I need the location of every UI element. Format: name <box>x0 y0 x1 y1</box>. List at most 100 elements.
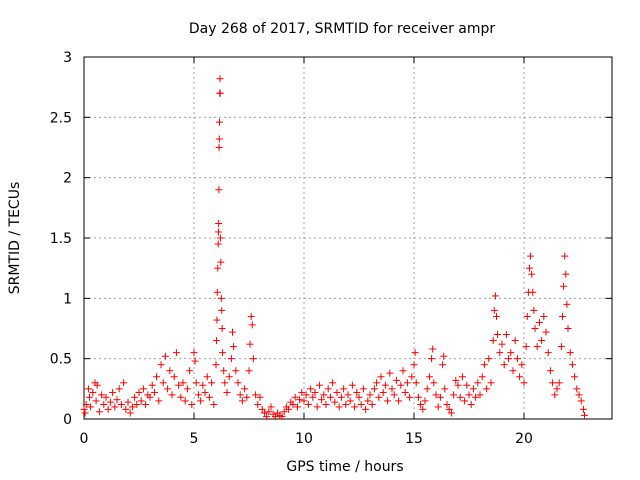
data-point <box>502 331 510 339</box>
data-point <box>518 361 526 369</box>
data-point <box>309 393 317 401</box>
data-point <box>447 409 455 417</box>
data-point <box>168 391 176 399</box>
data-point <box>530 306 538 314</box>
data-point <box>395 397 403 405</box>
x-axis-label: GPS time / hours <box>286 459 403 475</box>
x-tick-label: 15 <box>405 431 423 447</box>
x-tick-label: 10 <box>295 431 313 447</box>
data-point <box>230 343 238 351</box>
data-point <box>348 381 356 389</box>
data-point <box>84 385 92 393</box>
data-point <box>490 306 498 314</box>
data-point <box>216 89 224 97</box>
data-point <box>430 379 438 387</box>
data-point <box>379 388 387 396</box>
data-point <box>236 391 244 399</box>
data-point <box>197 397 205 405</box>
data-points <box>80 75 588 421</box>
data-point <box>474 379 482 387</box>
data-point <box>560 282 568 290</box>
data-point <box>522 343 530 351</box>
data-point <box>225 373 233 381</box>
data-point <box>564 325 572 332</box>
data-point <box>183 385 191 393</box>
data-point <box>403 379 411 387</box>
data-point <box>192 379 200 387</box>
data-point <box>258 405 266 413</box>
data-point <box>104 405 112 413</box>
data-point <box>214 228 222 236</box>
data-point <box>344 391 352 399</box>
data-point <box>249 355 257 363</box>
data-point <box>526 264 533 272</box>
data-point <box>577 397 585 405</box>
data-point <box>212 361 220 369</box>
data-point <box>98 391 106 399</box>
data-point <box>267 403 275 411</box>
data-point <box>551 391 559 399</box>
data-point <box>133 401 141 409</box>
data-point <box>131 393 139 401</box>
data-point <box>429 345 437 353</box>
data-point <box>164 385 172 393</box>
data-point <box>227 355 235 363</box>
data-point <box>247 312 255 320</box>
data-point <box>333 388 341 396</box>
data-point <box>215 186 223 194</box>
data-point <box>137 397 145 405</box>
data-point <box>186 367 194 375</box>
data-point <box>122 405 130 413</box>
data-point <box>561 252 569 260</box>
data-point <box>216 75 224 83</box>
data-point <box>142 401 150 409</box>
data-point <box>425 373 433 381</box>
data-point <box>89 388 97 396</box>
data-point <box>175 381 183 389</box>
data-point <box>414 393 422 401</box>
data-point <box>359 385 367 393</box>
data-point <box>355 393 363 401</box>
data-point <box>467 401 475 409</box>
data-point <box>199 381 207 389</box>
data-point <box>213 316 221 324</box>
data-point <box>533 343 541 351</box>
data-point <box>340 385 348 393</box>
grid-lines <box>84 57 612 419</box>
data-point <box>509 367 517 375</box>
data-point <box>362 405 370 413</box>
data-point <box>465 391 473 399</box>
data-point <box>513 355 521 363</box>
data-point <box>562 270 570 278</box>
data-point <box>441 385 449 393</box>
data-point <box>300 397 308 405</box>
data-point <box>555 379 563 387</box>
data-point <box>322 401 330 409</box>
data-point <box>329 379 337 387</box>
data-point <box>421 397 429 405</box>
y-tick-label: 1.5 <box>50 231 72 247</box>
data-point <box>201 388 209 396</box>
data-point <box>177 393 185 401</box>
data-point <box>581 411 588 419</box>
data-point <box>375 393 383 401</box>
data-point <box>241 385 249 393</box>
data-point <box>428 355 436 363</box>
data-point <box>109 388 117 396</box>
data-point <box>304 401 312 409</box>
data-point <box>80 405 88 413</box>
data-point <box>480 361 488 369</box>
data-point <box>535 318 543 326</box>
data-point <box>220 367 228 375</box>
data-point <box>411 349 419 357</box>
data-point <box>208 379 216 387</box>
data-point <box>410 361 418 369</box>
data-point <box>544 349 552 357</box>
data-point <box>254 401 262 409</box>
data-point <box>285 405 293 413</box>
data-point <box>412 379 420 387</box>
data-point <box>540 312 548 320</box>
data-point <box>366 391 374 399</box>
data-point <box>217 258 225 266</box>
